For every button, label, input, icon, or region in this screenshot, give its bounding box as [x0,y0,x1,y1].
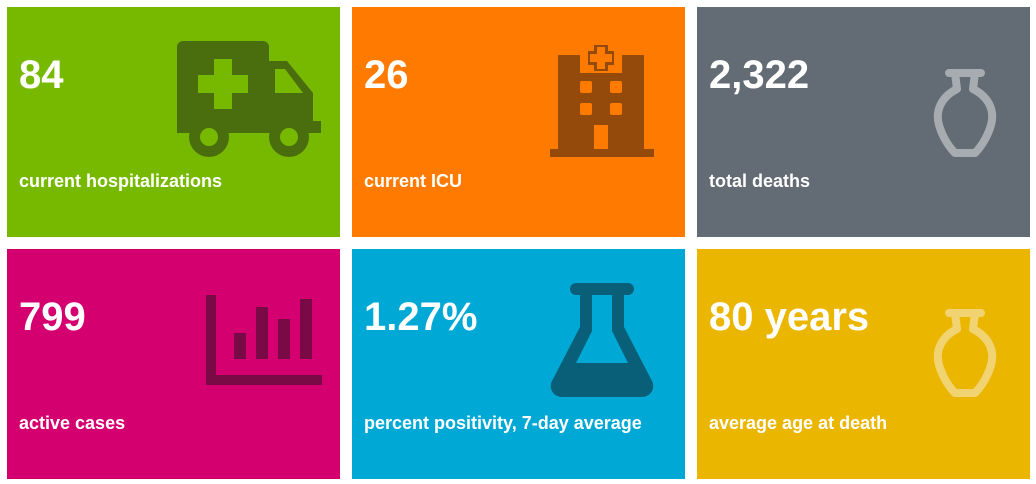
stat-tile-positivity: 1.27% percent positivity, 7-day average [352,249,685,479]
stat-label: active cases [19,413,126,433]
stat-value: 80 years [709,295,870,339]
stat-value: 2,322 [709,53,810,97]
hospital-icon [550,45,654,157]
flask-icon [550,283,654,399]
stat-tile-total-deaths: 2,322 total deaths [697,7,1030,237]
stat-label: current ICU [364,171,463,191]
stat-label: total deaths [709,171,811,191]
stat-tile-icu: 26 current ICU [352,7,685,237]
stat-label: current hospitalizations [19,171,223,191]
stat-value: 84 [19,53,64,97]
bar-chart-icon [206,295,322,385]
stat-tile-average-age: 80 years average age at death [697,249,1030,479]
ambulance-icon [177,41,322,157]
urn-icon [933,307,997,397]
stat-value: 26 [364,53,409,97]
stat-tile-active-cases: 799 active cases [7,249,340,479]
stat-value: 799 [19,295,86,339]
stat-label: average age at death [709,413,888,433]
stat-value: 1.27% [364,295,478,339]
stat-label: percent positivity, 7-day average [364,413,642,433]
urn-icon [933,67,997,157]
stat-tile-hospitalizations: 84 current hospitalizations [7,7,340,237]
